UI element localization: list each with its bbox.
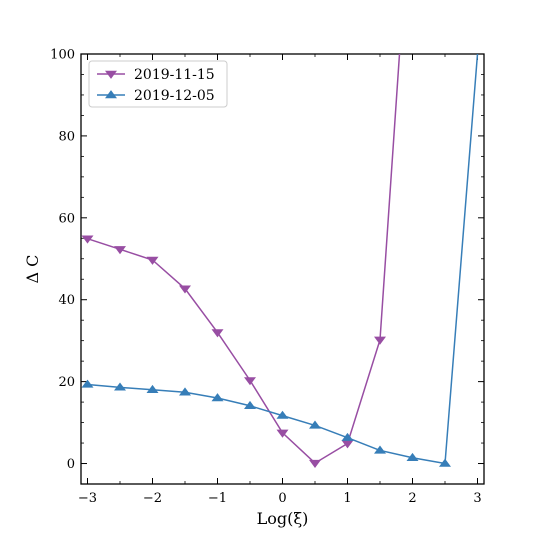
data-point [276,410,289,419]
data-point [114,382,126,391]
data-point [276,429,289,438]
data-point [341,440,354,449]
series-layer [81,54,479,469]
y-tick-label: 0 [67,457,75,472]
y-tick-label: 60 [58,211,75,226]
data-point [179,285,191,294]
series-line [87,54,479,465]
data-point [81,379,94,388]
data-point [374,445,386,454]
data-point [341,432,354,441]
data-point [211,329,224,338]
y-tick-label: 20 [58,375,75,390]
x-tick-label: 2 [408,491,416,506]
x-axis-label: Log(ξ) [257,509,309,528]
x-tick-label: 1 [343,491,351,506]
y-tick-label: 80 [58,129,75,144]
legend-label: 2019-12-05 [134,88,215,104]
data-point [309,459,321,469]
data-point [374,336,386,345]
data-point [439,458,451,467]
series-line [87,54,401,465]
series-1 [81,54,401,469]
x-tick-label: −1 [208,491,227,506]
x-tick-label: 3 [473,491,481,506]
y-axis-label: Δ C [23,255,42,284]
x-tick-label: 0 [278,491,286,506]
x-tick-label: −2 [143,491,162,506]
y-tick-label: 100 [50,48,75,63]
legend-marker [105,70,117,79]
series-2 [81,54,479,467]
data-point [244,377,256,386]
data-point [114,246,126,255]
data-point [146,384,159,394]
legend: 2019-11-15 2019-12-05 [88,60,228,108]
data-point [309,420,321,429]
plot-frame [80,53,485,485]
legend-marker [105,90,117,99]
data-point [406,452,419,461]
axes [80,53,485,485]
data-point [146,256,159,265]
data-point [81,235,94,244]
legend-label: 2019-11-15 [134,67,215,83]
data-point [211,393,224,402]
data-point [244,400,256,409]
x-tick-label: −3 [78,491,97,506]
ticks: −3 −2 −1 0 1 2 3 0 20 40 60 80 100 [50,48,484,506]
y-tick-label: 40 [58,293,75,308]
data-point [179,387,191,396]
